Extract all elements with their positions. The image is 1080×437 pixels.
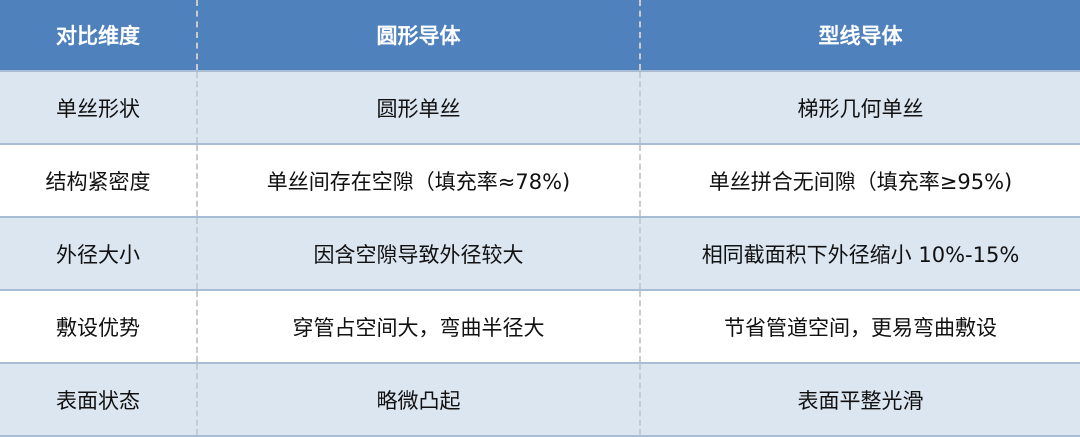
dimension-cell: 外径大小 xyxy=(0,216,197,290)
table-row: 单丝形状 圆形单丝 梯形几何单丝 xyxy=(0,70,1080,144)
profiled-cell: 相同截面积下外径缩小 10%-15% xyxy=(639,216,1080,290)
dimension-cell: 结构紧密度 xyxy=(0,143,197,217)
round-cell: 单丝间存在空隙（填充率≈78%) xyxy=(196,143,640,217)
header-row: 对比维度 圆形导体 型线导体 xyxy=(0,0,1080,71)
profiled-cell: 节省管道空间，更易弯曲敷设 xyxy=(639,289,1080,363)
profiled-cell: 单丝拼合无间隙（填充率≥95%) xyxy=(639,143,1080,217)
header-profiled-conductor: 型线导体 xyxy=(639,0,1080,71)
table-row: 结构紧密度 单丝间存在空隙（填充率≈78%) 单丝拼合无间隙（填充率≥95%) xyxy=(0,143,1080,217)
round-cell: 圆形单丝 xyxy=(196,70,640,144)
dimension-cell: 敷设优势 xyxy=(0,289,197,363)
profiled-cell: 梯形几何单丝 xyxy=(639,70,1080,144)
dimension-cell: 单丝形状 xyxy=(0,70,197,144)
dimension-cell: 表面状态 xyxy=(0,362,197,437)
round-cell: 略微凸起 xyxy=(196,362,640,437)
profiled-cell: 表面平整光滑 xyxy=(639,362,1080,437)
table-row: 表面状态 略微凸起 表面平整光滑 xyxy=(0,362,1080,437)
table-row: 外径大小 因含空隙导致外径较大 相同截面积下外径缩小 10%-15% xyxy=(0,216,1080,290)
round-cell: 穿管占空间大，弯曲半径大 xyxy=(196,289,640,363)
header-round-conductor: 圆形导体 xyxy=(196,0,640,71)
round-cell: 因含空隙导致外径较大 xyxy=(196,216,640,290)
table-row: 敷设优势 穿管占空间大，弯曲半径大 节省管道空间，更易弯曲敷设 xyxy=(0,289,1080,363)
header-dimension: 对比维度 xyxy=(0,0,197,71)
